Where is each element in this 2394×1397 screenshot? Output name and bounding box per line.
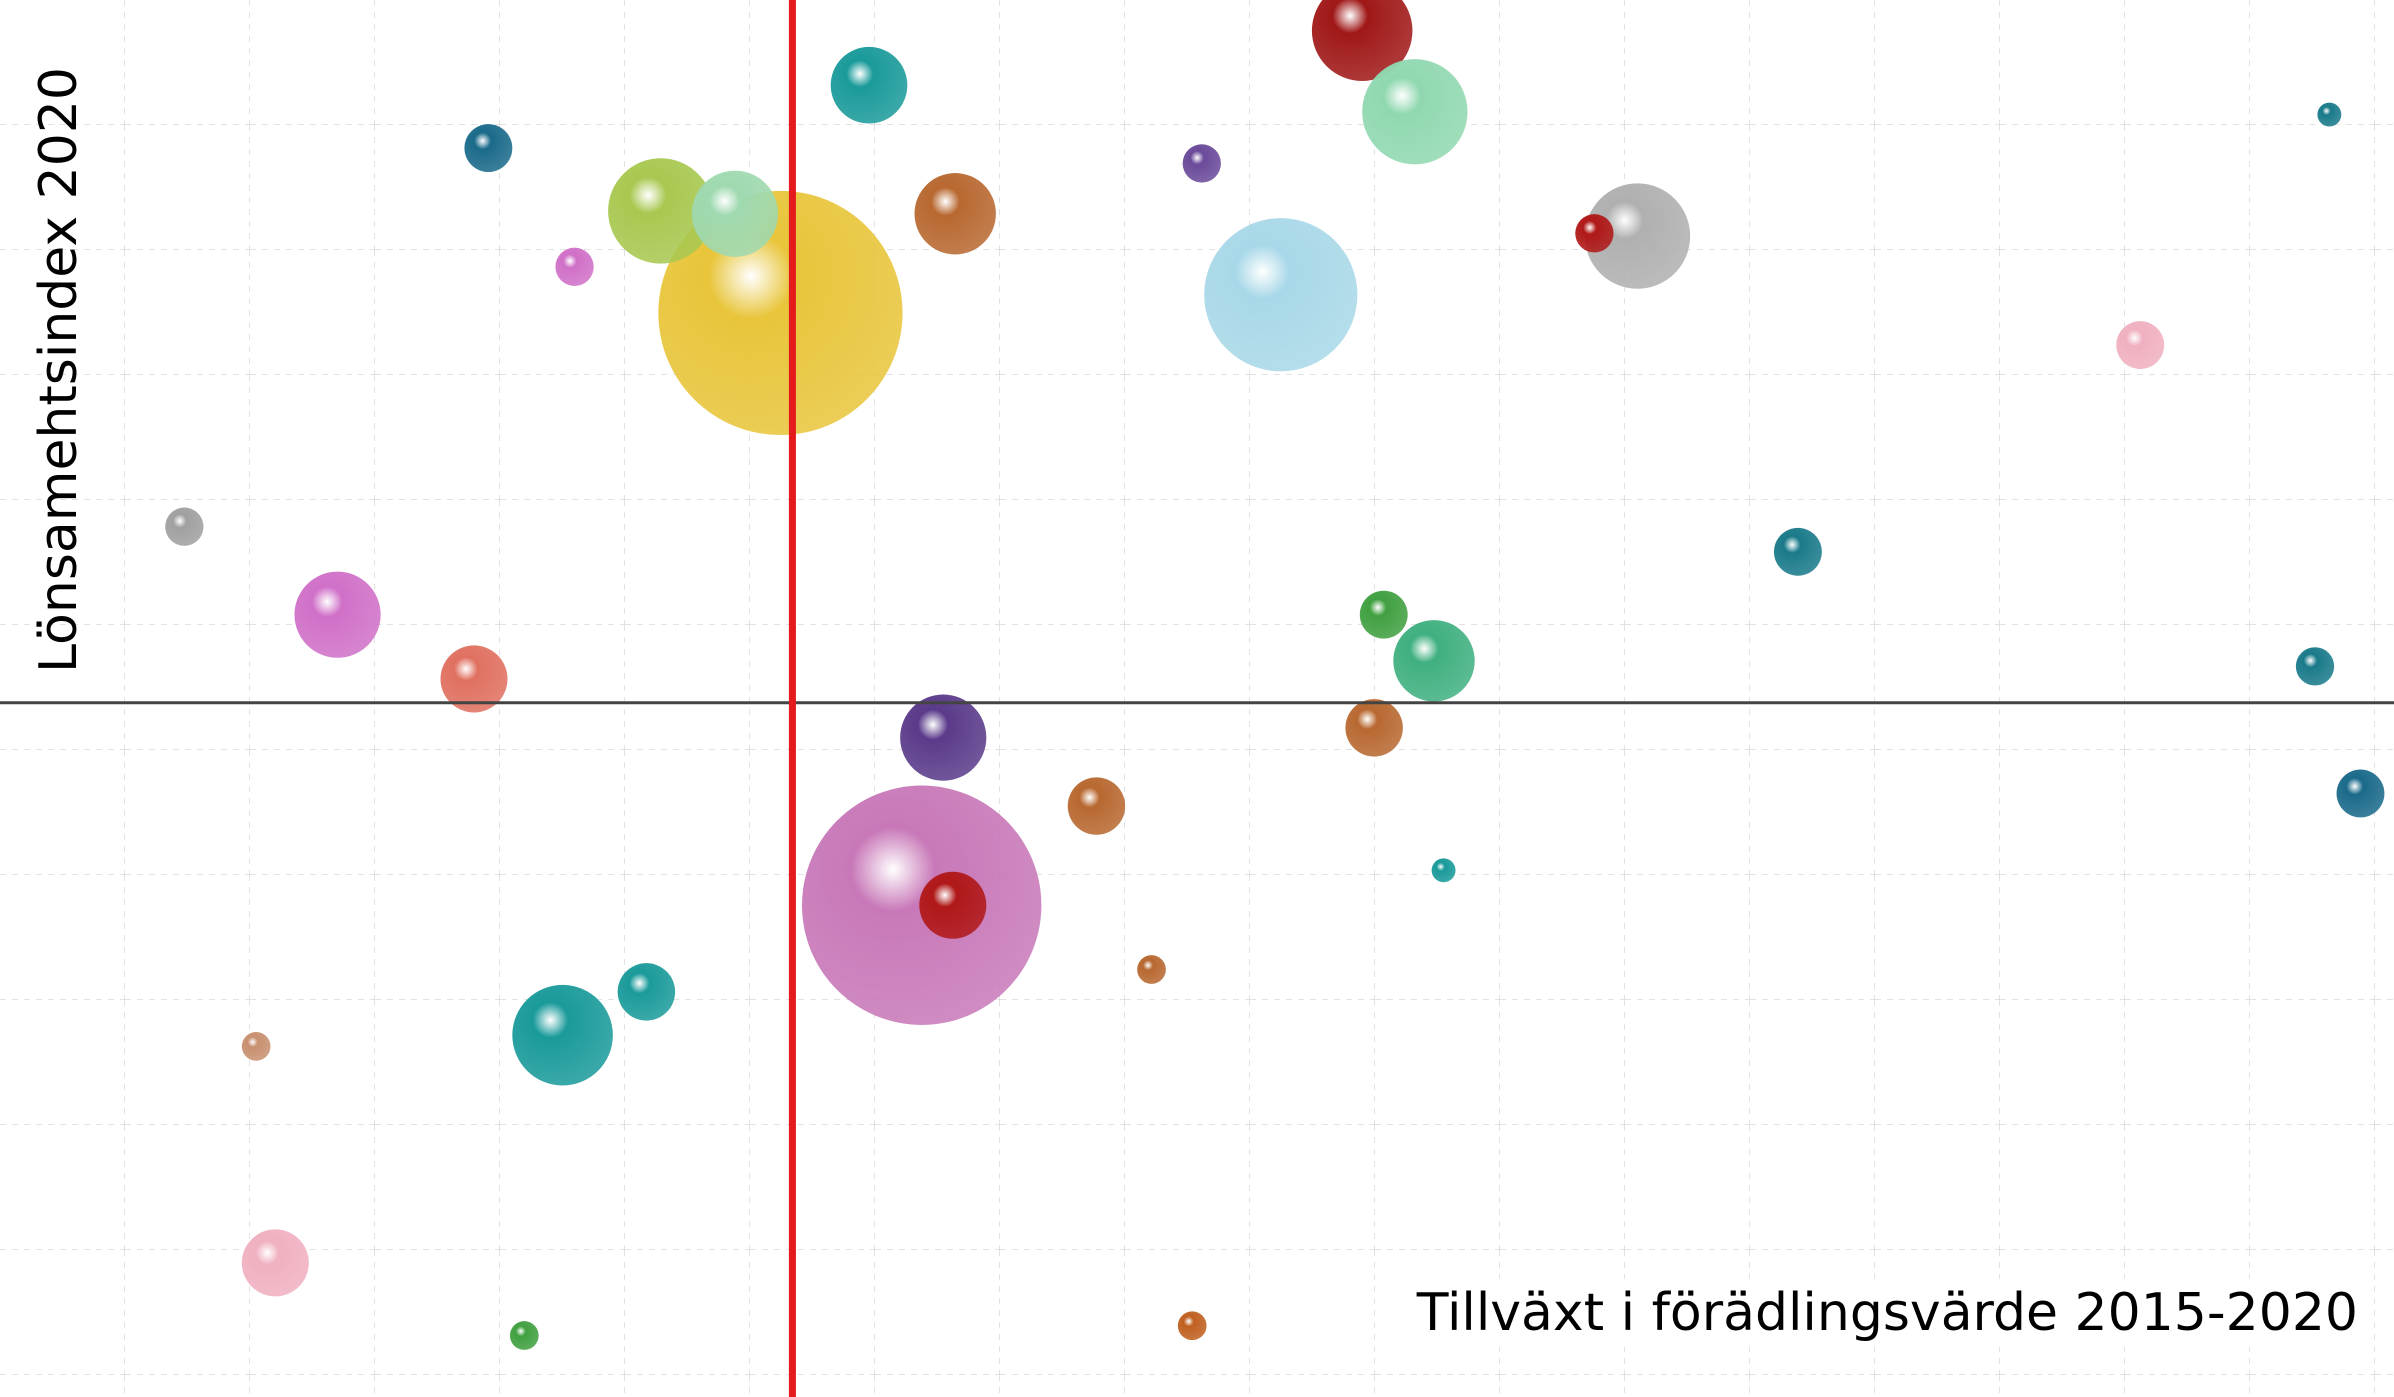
bubble (617, 963, 676, 1021)
bubble (555, 247, 594, 286)
bubble (241, 1031, 271, 1061)
bubble (1345, 699, 1403, 757)
bubble (900, 694, 987, 781)
bubble (2116, 321, 2165, 369)
bubble (165, 507, 204, 546)
bubble (512, 984, 613, 1086)
x-label-background (1405, 1279, 2368, 1347)
bubble (2295, 647, 2335, 686)
y-axis-label: Lönsamehtsindex 2020 (29, 67, 89, 673)
bubble (1067, 777, 1126, 835)
bubble (1575, 214, 1614, 253)
bubble (1362, 59, 1468, 165)
x-axis-label: Tillväxt i förädlingsvärde 2015-2020 (1416, 1283, 2358, 1343)
bubble (1773, 527, 1822, 576)
bubble (914, 173, 996, 255)
bubble (691, 170, 779, 257)
bubble (241, 1229, 309, 1297)
bubble (608, 158, 714, 264)
bubble (1584, 183, 1691, 289)
bubble (1177, 1311, 1207, 1341)
bubble (2336, 769, 2385, 818)
bubble (919, 871, 987, 939)
bubble (1393, 620, 1475, 702)
bubble (2317, 102, 2342, 127)
bubble (830, 46, 908, 124)
bubble (1137, 955, 1166, 984)
bubble (1182, 144, 1221, 183)
bubble (440, 645, 508, 713)
bubble (464, 124, 513, 173)
bubble (1359, 590, 1408, 639)
bubble (509, 1321, 539, 1350)
bubble (1204, 218, 1358, 372)
bubble (1311, 0, 1413, 81)
bubble (1431, 858, 1456, 883)
bubble (294, 571, 381, 658)
